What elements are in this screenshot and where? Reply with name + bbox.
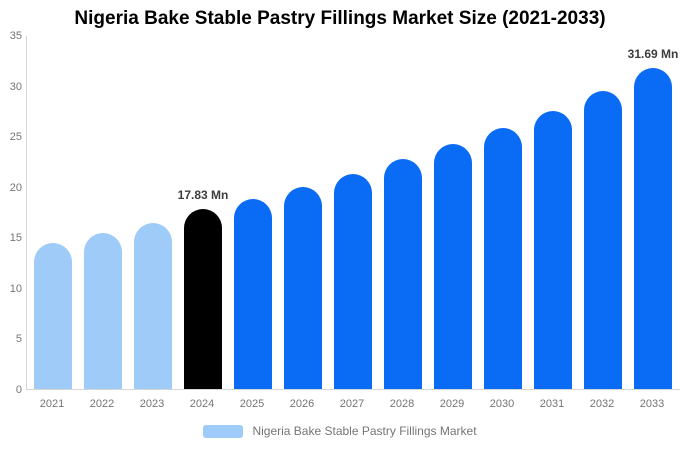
y-tick-label-20: 20 (9, 181, 22, 194)
x-tick-label-2031: 2031 (539, 398, 565, 410)
x-tick-label-2021: 2021 (39, 398, 65, 410)
x-tick-label-2027: 2027 (339, 398, 365, 410)
legend: Nigeria Bake Stable Pastry Fillings Mark… (0, 424, 680, 438)
y-tick-label-30: 30 (9, 80, 22, 93)
bar-2024[interactable] (184, 208, 222, 389)
y-tick-label-35: 35 (9, 30, 22, 42)
chart-title: Nigeria Bake Stable Pastry Fillings Mark… (74, 8, 606, 29)
bar-2027[interactable] (334, 173, 372, 389)
legend-label: Nigeria Bake Stable Pastry Fillings Mark… (252, 424, 477, 438)
y-axis: 0 5 10 15 20 25 30 35 (0, 0, 22, 450)
bar-2025[interactable] (234, 199, 272, 389)
bar-annotation-2024: 17.83 Mn (177, 187, 229, 202)
x-tick-label-2022: 2022 (89, 398, 115, 410)
x-tick-label-2025: 2025 (239, 398, 265, 410)
y-tick-label-5: 5 (15, 333, 22, 346)
bar-2029[interactable] (434, 144, 472, 389)
y-tick-label-0: 0 (15, 384, 22, 396)
y-tick-label-15: 15 (9, 232, 22, 245)
x-tick-label-2024: 2024 (189, 398, 215, 410)
x-tick-label-2032: 2032 (589, 398, 615, 410)
bar-2032[interactable] (584, 90, 622, 389)
bar-2022[interactable] (84, 233, 122, 389)
y-tick-label-25: 25 (9, 131, 22, 144)
x-tick-label-2026: 2026 (289, 398, 315, 410)
bar-annotation-2033: 31.69 Mn (627, 47, 679, 62)
bar-2031[interactable] (534, 110, 572, 389)
x-tick-label-2033: 2033 (639, 398, 665, 410)
bar-2028[interactable] (384, 159, 422, 389)
x-tick-label-2028: 2028 (389, 398, 415, 410)
bar-2033[interactable] (634, 68, 672, 389)
x-tick-label-2023: 2023 (139, 398, 165, 410)
bar-2023[interactable] (134, 223, 172, 389)
plot-area: 17.83 Mn 31.69 Mn (26, 36, 680, 390)
legend-item-market[interactable]: Nigeria Bake Stable Pastry Fillings Mark… (203, 424, 477, 438)
bar-2030[interactable] (484, 128, 522, 389)
legend-swatch (203, 424, 244, 438)
y-tick-label-10: 10 (9, 282, 22, 295)
x-axis: 2021 2022 2023 2024 2025 2026 2027 2028 2029 2030… (26, 398, 680, 414)
x-tick-label-2029: 2029 (439, 398, 465, 410)
bar-2021[interactable] (34, 243, 72, 389)
bar-2026[interactable] (284, 186, 322, 389)
x-tick-label-2030: 2030 (489, 398, 515, 410)
